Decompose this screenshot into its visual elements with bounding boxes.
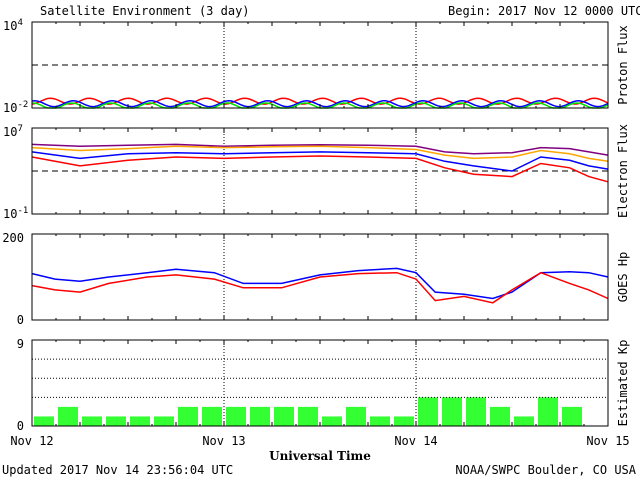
y-tick-exponent: -1 bbox=[17, 206, 28, 216]
y-tick-label: 200 bbox=[2, 231, 24, 245]
kp-bar bbox=[34, 416, 54, 426]
panel-y-label: Electron Flux bbox=[616, 124, 630, 218]
y-tick-exponent: -2 bbox=[17, 100, 28, 110]
kp-bar bbox=[130, 416, 150, 426]
panel-y-label: Proton Flux bbox=[616, 25, 630, 104]
kp-bar bbox=[490, 406, 510, 426]
y-tick-exponent: 4 bbox=[17, 18, 22, 28]
kp-bar bbox=[154, 416, 174, 426]
begin-value: 2017 Nov 12 0000 UTC bbox=[498, 4, 640, 18]
kp-bar bbox=[82, 416, 102, 426]
kp-bar bbox=[322, 416, 342, 426]
kp-bar bbox=[442, 397, 462, 426]
x-tick-label: Nov 13 bbox=[202, 434, 245, 448]
series-line-red bbox=[31, 97, 609, 105]
y-tick-label: 104 bbox=[3, 18, 23, 33]
kp-bar bbox=[298, 406, 318, 426]
series-line-red bbox=[31, 155, 609, 183]
begin-label: Begin: bbox=[448, 4, 491, 18]
panel-frame bbox=[31, 339, 609, 427]
series-line-orange bbox=[31, 145, 609, 163]
panel-y-label: Estimated Kp bbox=[616, 340, 630, 427]
kp-bar bbox=[538, 397, 558, 426]
kp-bar bbox=[514, 416, 534, 426]
x-tick-label: Nov 14 bbox=[394, 434, 437, 448]
kp-bar bbox=[418, 397, 438, 426]
panel-frame bbox=[31, 21, 609, 109]
y-tick-label: 9 bbox=[17, 337, 24, 351]
panel-estimated-kp: 9 0 Estimated Kp bbox=[17, 337, 630, 433]
y-tick-label: 10-1 bbox=[3, 206, 28, 221]
kp-bar bbox=[466, 397, 486, 426]
y-tick-label: 0 bbox=[17, 419, 24, 433]
panel-electron-flux: 107 10-1 Electron Flux bbox=[3, 124, 630, 221]
y-tick-label: 107 bbox=[3, 124, 23, 139]
kp-bar bbox=[226, 406, 246, 426]
x-tick-label: Nov 15 bbox=[586, 434, 629, 448]
credit-text: NOAA/SWPC Boulder, CO USA bbox=[455, 463, 636, 477]
series-line-red bbox=[31, 271, 609, 304]
y-tick-label: 0 bbox=[17, 313, 24, 327]
x-axis-label: Universal Time bbox=[269, 449, 371, 463]
panel-proton-flux: 104 10-2 Proton Flux bbox=[3, 18, 630, 115]
kp-bar bbox=[202, 406, 222, 426]
x-tick-label: Nov 12 bbox=[10, 434, 53, 448]
kp-bar bbox=[346, 406, 366, 426]
kp-bar bbox=[394, 416, 414, 426]
kp-bar bbox=[562, 406, 582, 426]
kp-bar bbox=[58, 406, 78, 426]
kp-bar bbox=[274, 406, 294, 426]
kp-bar bbox=[178, 406, 198, 426]
kp-bar bbox=[250, 406, 270, 426]
panel-goes-hp: 200 0 GOES Hp bbox=[2, 231, 630, 327]
kp-bar bbox=[370, 416, 390, 426]
series-line-blue bbox=[31, 151, 609, 172]
series-line-purple bbox=[31, 143, 609, 156]
updated-timestamp: Updated 2017 Nov 14 23:56:04 UTC bbox=[2, 463, 233, 477]
y-tick-label: 10-2 bbox=[3, 100, 28, 115]
panel-y-label: GOES Hp bbox=[616, 252, 630, 303]
kp-bar bbox=[106, 416, 126, 426]
y-tick-exponent: 7 bbox=[17, 124, 22, 134]
panel-frame bbox=[31, 127, 609, 215]
panels: 104 10-2 Proton Flux 107 10-1 Electron Flux 20… bbox=[2, 18, 630, 433]
chart-title: Satellite Environment (3 day) bbox=[40, 4, 250, 18]
